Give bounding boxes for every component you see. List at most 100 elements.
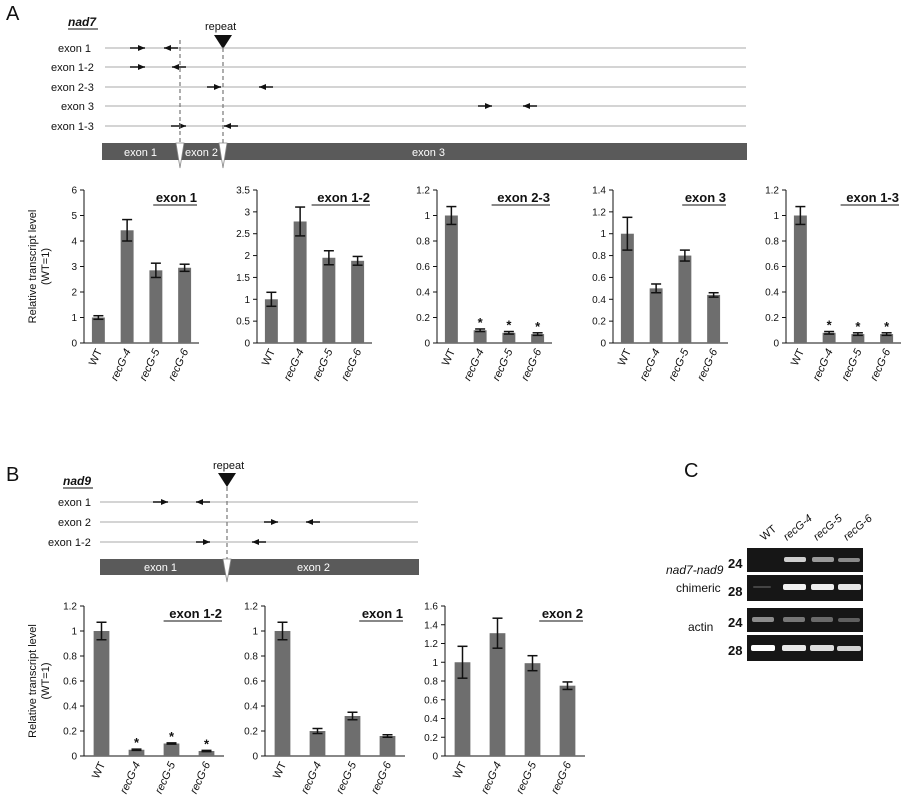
bar	[93, 631, 110, 756]
bar	[649, 288, 663, 343]
bar	[502, 332, 516, 343]
y-tick-label: 2.5	[236, 229, 250, 240]
amplicon-label-exon-2-3: exon 2-3	[51, 82, 94, 94]
y-tick-label: 3	[244, 207, 250, 218]
category-label: recG-4	[479, 760, 504, 796]
gel-band	[837, 646, 861, 651]
gel-row-label-actin: actin	[688, 620, 713, 634]
panel-b-repeat-label: repeat	[213, 460, 244, 472]
category-label: recG-6	[868, 346, 893, 382]
y-tick-label: 0.2	[244, 727, 258, 738]
gel-cycle-label: 24	[728, 615, 743, 630]
y-tick-label: 0	[432, 752, 438, 763]
category-label: recG-5	[138, 346, 163, 382]
category-label: recG-4	[299, 760, 324, 796]
gel-band	[812, 557, 834, 562]
panel-b-primer-arrows	[153, 499, 320, 545]
category-label: recG-6	[188, 759, 213, 795]
amplicon-label-exon-1-3: exon 1-3	[51, 121, 94, 133]
gel-band	[811, 584, 834, 590]
chart-title: exon 1-2	[317, 190, 370, 205]
y-tick-label: 1.2	[592, 207, 606, 218]
category-label: recG-5	[667, 346, 692, 382]
y-tick-label: 0.2	[765, 313, 779, 324]
exon-bar-label-exon-3: exon 3	[412, 147, 445, 159]
bar-chart-5: 0 0.2 0.4 0.6 0.8 1 1.2 exon 1-2 WT * recG-4 * recG-…	[27, 602, 224, 796]
y-tick-label: 0	[71, 752, 77, 763]
chart-title: exon 1-3	[846, 190, 899, 205]
bar	[264, 299, 278, 343]
y-tick-label: 0	[600, 339, 606, 350]
y-tick-label: 0.2	[592, 317, 606, 328]
exon-bar-label-exon-1: exon 1	[124, 147, 157, 159]
y-tick-label: 1.2	[63, 602, 77, 613]
category-label: WT	[440, 347, 458, 368]
gel-lane-labels: WT recG-4 recG-5 recG-6	[758, 512, 875, 543]
panel-a-exon-bar	[102, 143, 747, 160]
y-tick-label: 0.4	[765, 288, 779, 299]
category-label: recG-4	[462, 347, 487, 383]
gel-band	[751, 645, 775, 651]
bar	[91, 317, 105, 343]
y-tick-label: 1.2	[765, 186, 779, 197]
y-tick-label: 1	[424, 211, 430, 222]
y-tick-label: 0.4	[424, 714, 438, 725]
panel-a-repeat-triangle	[214, 35, 232, 49]
bar	[473, 330, 487, 343]
gel-lane-label: recG-5	[811, 512, 845, 543]
amplicon-label-exon-1: exon 1	[58, 43, 91, 55]
y-tick-label: 1	[244, 295, 250, 306]
category-label: recG-5	[334, 759, 359, 795]
gel-cycle-label: 28	[728, 584, 742, 599]
bar	[559, 685, 576, 756]
y-tick-label: 1.2	[424, 639, 438, 650]
category-label: WT	[451, 760, 469, 781]
bar	[707, 294, 721, 343]
category-label: recG-6	[166, 346, 191, 382]
y-tick-label: 3.5	[236, 186, 250, 197]
y-tick-label: 1.4	[592, 186, 606, 197]
bar-chart-0: 0 1 2 3 4 5 6 exon 1 WT recG-4 recG-5 recG-6 Relativ…	[27, 186, 199, 383]
bar	[531, 334, 545, 343]
gel-band	[783, 584, 806, 590]
amplicon-label-exon-3: exon 3	[61, 101, 94, 113]
gel-band	[838, 584, 861, 590]
bar	[524, 663, 541, 756]
category-label: WT	[260, 347, 278, 368]
bar-chart-2: 0 0.2 0.4 0.6 0.8 1 1.2 exon 2-3 WT * recG-4 * recG-…	[416, 186, 552, 383]
y-tick-label: 1.2	[416, 186, 430, 197]
bar	[793, 215, 807, 343]
exon-junction-marker	[175, 142, 185, 169]
gel-lane-label: recG-6	[841, 512, 875, 543]
y-tick-label: 0.4	[63, 702, 77, 713]
gel-band	[784, 557, 806, 562]
y-tick-label: 1	[600, 229, 606, 240]
bar	[620, 233, 634, 343]
gel-cycle-label: 28	[728, 643, 742, 658]
y-tick-label: 0.4	[416, 288, 430, 299]
category-label: recG-5	[153, 759, 178, 795]
panel-b-gene: nad9	[63, 474, 91, 488]
panel-a-gene: nad7	[68, 15, 97, 29]
y-tick-label: 0.8	[244, 652, 258, 663]
bar-chart-7: 0 0.2 0.4 0.6 0.8 1 1.2 1.4 1.6 exon 2 WT recG-4 rec…	[424, 602, 585, 796]
y-tick-label: 1	[432, 658, 438, 669]
bar	[198, 751, 215, 756]
y-tick-label: 1.5	[236, 273, 250, 284]
y-tick-label: 0	[244, 339, 250, 350]
y-tick-label: 1	[71, 627, 77, 638]
y-tick-label: 1	[773, 211, 779, 222]
bar	[344, 716, 361, 756]
amplicon-label-exon-2: exon 2	[58, 517, 91, 529]
bar	[128, 749, 145, 756]
category-label: WT	[87, 347, 105, 368]
gel-lane-label: recG-4	[781, 512, 814, 543]
category-label: recG-6	[519, 346, 544, 382]
significance-star: *	[204, 736, 210, 751]
y-tick-label: 0.6	[416, 262, 430, 273]
y-tick-label: 0.6	[765, 262, 779, 273]
gel-band	[838, 618, 860, 622]
category-label: recG-4	[109, 347, 134, 383]
y-tick-label: 0.6	[63, 677, 77, 688]
category-label: recG-6	[549, 759, 574, 795]
